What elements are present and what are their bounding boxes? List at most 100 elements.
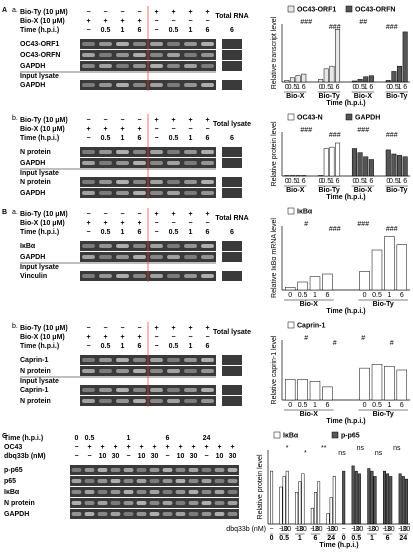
x-tick-label: 1 [296, 178, 300, 185]
x-tick-label: 0.5 [288, 84, 298, 91]
band [167, 42, 180, 46]
band [167, 369, 180, 373]
y-axis-label: Relative transcript level [271, 16, 278, 89]
band [99, 150, 112, 154]
group-label: Bio-Ty [318, 187, 339, 194]
gel-strip [222, 385, 242, 395]
group-label: Bio-Ty [373, 411, 394, 418]
lane-label: + [154, 211, 158, 218]
band [188, 501, 199, 505]
legend-swatch [287, 207, 295, 215]
lane-label: + [217, 444, 221, 451]
x-tick-label: 0 [288, 402, 292, 409]
band [133, 358, 146, 362]
lane-label: + [188, 9, 192, 16]
lane-label: − [137, 117, 141, 124]
band [133, 53, 146, 57]
lane-label: 6 [166, 435, 170, 442]
bar [301, 175, 307, 177]
band [110, 512, 121, 516]
lane-label: − [165, 453, 169, 460]
lane-label: − [154, 229, 158, 236]
annotation: ### [329, 226, 341, 233]
gel-strip [222, 158, 242, 168]
band [201, 42, 214, 46]
x-tick-label: − [326, 526, 330, 533]
total-time: 6 [230, 135, 234, 142]
band [97, 490, 108, 494]
band [188, 468, 199, 472]
lane-label: + [120, 126, 124, 133]
band [150, 64, 163, 68]
band [214, 501, 225, 505]
band-label: p65 [4, 478, 16, 485]
lane-label: − [86, 343, 90, 350]
bar [404, 478, 408, 525]
lane-label: + [120, 18, 124, 25]
x-tick-label: 0.5 [298, 402, 308, 409]
band [227, 479, 238, 483]
bar [357, 79, 363, 83]
bar [313, 492, 317, 525]
bar [317, 481, 321, 525]
band [201, 388, 214, 392]
x-tick-label: 6 [325, 402, 329, 409]
x-tick-label: 10 [327, 526, 335, 533]
bar [384, 236, 395, 291]
group-label: 1 [370, 535, 374, 542]
lane-label: + [137, 334, 141, 341]
x-tick-label: 6 [325, 292, 329, 299]
x-tick-label: 10 [296, 526, 304, 533]
bar [335, 29, 341, 83]
bar [359, 367, 370, 401]
band [201, 83, 214, 87]
legend-swatch [273, 431, 281, 439]
lane-label: 0.5 [101, 27, 111, 34]
group-label: 24 [327, 535, 335, 542]
band-label: N protein [20, 368, 51, 375]
band [71, 468, 82, 472]
lane-label: − [205, 334, 209, 341]
x-tick-label: 6 [302, 178, 306, 185]
x-tick-label: 0.5 [355, 84, 365, 91]
band [150, 399, 163, 403]
lane-label: + [120, 220, 124, 227]
annotation: ns [393, 445, 401, 452]
band [133, 388, 146, 392]
x-tick-label: 1 [330, 84, 334, 91]
band [201, 161, 214, 165]
bar [301, 73, 307, 83]
panel-sublabel: a. [12, 7, 18, 14]
bar [386, 473, 390, 525]
band [201, 501, 212, 505]
x-tick-label: 1 [387, 292, 391, 299]
band [71, 479, 82, 483]
band [184, 399, 197, 403]
band [123, 490, 134, 494]
band [82, 191, 95, 195]
band [167, 399, 180, 403]
gel-strip [222, 366, 242, 376]
panel-sublabel: a. [12, 209, 18, 216]
band [184, 53, 197, 57]
panel-label: C [2, 433, 7, 440]
x-tick-label: 0.5 [321, 178, 331, 185]
group-label: Bio-X [300, 301, 319, 308]
annotation: * [304, 450, 307, 457]
lane-label: 0.5 [169, 135, 179, 142]
panel-label: B [2, 209, 7, 216]
group-label: Bio-Ty [386, 187, 407, 194]
band [136, 512, 147, 516]
bar [329, 146, 335, 177]
legend-swatch [345, 5, 353, 13]
annotation: ns [375, 450, 383, 457]
band [175, 479, 186, 483]
lane-label: − [154, 343, 158, 350]
x-tick-label: 6 [400, 402, 404, 409]
lane-label: + [103, 18, 107, 25]
band [167, 53, 180, 57]
total-label: Total lysate [213, 329, 251, 336]
lane-label: + [86, 18, 90, 25]
bar [351, 465, 355, 525]
